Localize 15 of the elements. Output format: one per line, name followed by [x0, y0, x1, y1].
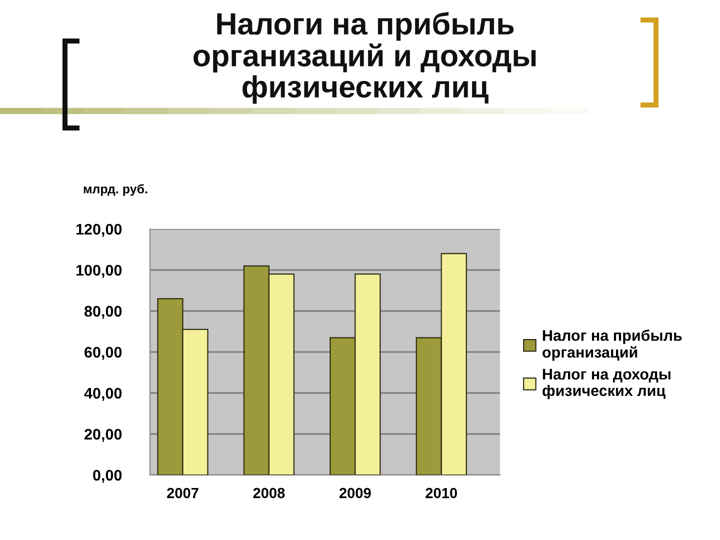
x-tick-label: 2008 [253, 488, 285, 498]
x-tick-label: 2009 [339, 488, 371, 498]
chart-title: Налоги на прибыль организаций и доходы физических лиц [194, 12, 536, 104]
y-tick-label: 0,00 [93, 470, 122, 483]
y-tick-label: 20,00 [84, 428, 122, 442]
y-axis-title: млрд. руб. [84, 184, 148, 196]
legend-label: Налог на доходы физических лиц [542, 368, 670, 400]
y-tick-label: 80,00 [84, 306, 122, 319]
y-tick-label: 120,00 [76, 224, 122, 237]
y-tick-label: 60,00 [84, 346, 122, 360]
legend-label: Налог на прибыль организаций [542, 330, 682, 361]
x-tick-label: 2010 [426, 488, 458, 498]
y-tick-label: 40,00 [84, 388, 122, 401]
y-tick-label: 100,00 [76, 264, 122, 278]
x-tick-label: 2007 [167, 488, 198, 498]
